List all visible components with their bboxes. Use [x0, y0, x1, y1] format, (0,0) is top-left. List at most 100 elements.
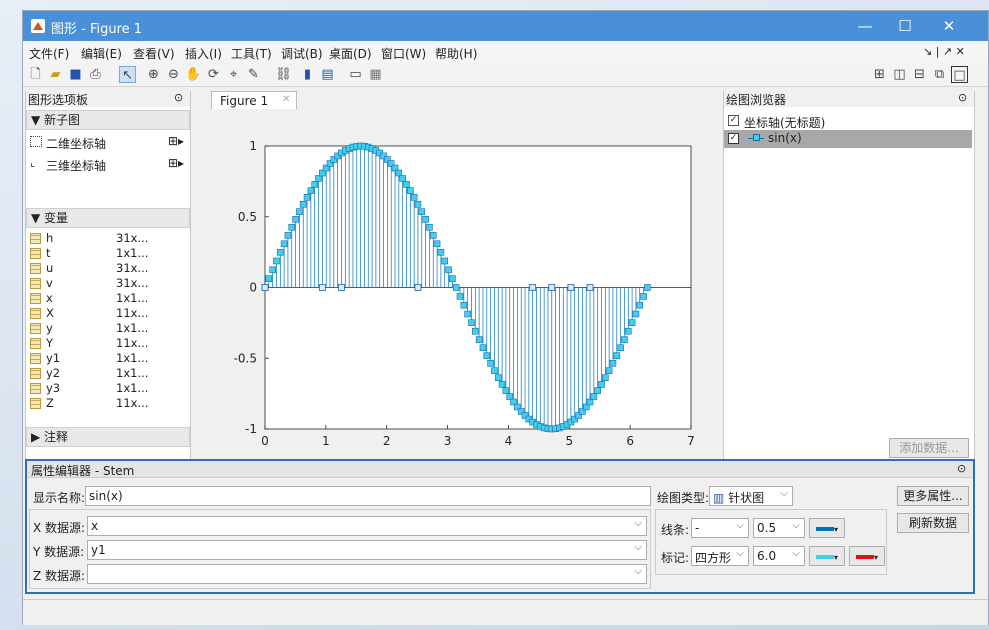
- marker-size-select[interactable]: 6.0 ⌵: [753, 546, 805, 566]
- menu-view[interactable]: 查看(V): [133, 47, 175, 61]
- left-right-layout-icon[interactable]: ◫: [893, 67, 906, 82]
- new-subplot-section[interactable]: ▼ 新子图: [26, 110, 190, 130]
- stem-marker: [296, 208, 303, 215]
- variable-icon: [30, 248, 41, 259]
- new-figure-icon[interactable]: 🗋: [30, 67, 41, 82]
- variable-row[interactable]: y3 1x1...: [30, 381, 180, 395]
- maximize-button[interactable]: ☐: [898, 17, 912, 35]
- menu-file[interactable]: 文件(F): [29, 47, 70, 61]
- y-data-source-select[interactable]: y1 ⌵: [87, 540, 647, 560]
- checkbox-icon[interactable]: ✓: [728, 115, 739, 126]
- variable-icon: [30, 353, 41, 364]
- menu-desktop[interactable]: 桌面(D): [329, 47, 372, 61]
- variable-row[interactable]: t 1x1...: [30, 246, 180, 260]
- series-tree-item[interactable]: ✓ sin(x): [724, 130, 972, 148]
- axes-2d-item[interactable]: 二维坐标轴 ⊞▸: [30, 134, 185, 152]
- checkbox-icon[interactable]: ✓: [728, 133, 739, 144]
- variable-row[interactable]: x 1x1...: [30, 291, 180, 305]
- variables-section[interactable]: ▼ 变量: [26, 208, 190, 228]
- show-tools-icon[interactable]: ▦: [369, 67, 382, 82]
- stem-marker: [602, 374, 609, 381]
- save-icon[interactable]: ■: [69, 67, 82, 82]
- link-icon[interactable]: ⛓: [275, 67, 292, 82]
- top-bottom-layout-icon[interactable]: ⊟: [914, 67, 925, 82]
- zero-marker: [414, 284, 422, 291]
- menu-window[interactable]: 窗口(W): [381, 47, 427, 61]
- variable-row[interactable]: u 31x...: [30, 261, 180, 275]
- stem-marker: [498, 381, 506, 388]
- dock-controls[interactable]: ↘ | ↗ ✕: [923, 45, 965, 58]
- variable-row[interactable]: y1 1x1...: [30, 351, 180, 365]
- axes-tree-item[interactable]: ✓ 坐标轴(无标题): [728, 115, 826, 130]
- brush-icon[interactable]: ✎: [248, 67, 259, 82]
- y-tick-label: 1: [249, 139, 257, 153]
- variable-row[interactable]: Z 11x...: [30, 396, 180, 410]
- line-style-select[interactable]: - ⌵: [691, 518, 749, 538]
- add-data-button[interactable]: 添加数据...: [889, 438, 969, 458]
- palette-title: 图形选项板: [28, 93, 89, 107]
- annotations-section[interactable]: ▶ 注释: [26, 427, 190, 447]
- z-data-source-select[interactable]: ⌵: [87, 564, 647, 584]
- marker-edge-color-button[interactable]: ▾: [849, 546, 885, 566]
- tab-close-icon[interactable]: ✕: [282, 94, 291, 105]
- colorbar-icon[interactable]: ▮: [303, 67, 312, 82]
- x-data-source-select[interactable]: x ⌵: [87, 516, 647, 536]
- variable-row[interactable]: y 1x1...: [30, 321, 180, 335]
- zoom-in-icon[interactable]: ⊕: [148, 67, 159, 82]
- marker-face-color-button[interactable]: ▾: [809, 546, 845, 566]
- variable-row[interactable]: y2 1x1...: [30, 366, 180, 380]
- zoom-out-icon[interactable]: ⊖: [168, 67, 179, 82]
- refresh-data-button[interactable]: 刷新数据: [897, 513, 969, 533]
- plot-type-select[interactable]: ▥ 针状图 ⌵: [709, 486, 793, 506]
- menu-tools[interactable]: 工具(T): [231, 47, 272, 61]
- hide-tools-icon[interactable]: ▭: [349, 67, 362, 82]
- stem-chart[interactable]: 0 1 2 3 4 5 6 7 1 0.5 0 -0.5 -1: [195, 109, 721, 461]
- print-icon[interactable]: ⎙: [90, 67, 101, 82]
- zero-marker: [338, 284, 345, 291]
- float-layout-icon[interactable]: ⧉: [934, 67, 945, 82]
- zero-marker: [529, 284, 537, 291]
- stem-marker: [391, 164, 399, 172]
- maximize-layout-icon[interactable]: □: [951, 66, 968, 83]
- stem-marker: [510, 398, 517, 406]
- data-cursor-icon[interactable]: ⌖: [229, 67, 238, 82]
- rotate-icon[interactable]: ⟳: [208, 67, 219, 82]
- panel-menu-icon[interactable]: ⊙: [174, 91, 184, 104]
- title-bar: 图形 - Figure 1 — ☐ ✕: [23, 11, 988, 41]
- stem-marker: [605, 367, 613, 374]
- toolbar: 🗋 ▰ ■ ⎙ ↖ ⊕ ⊖ ✋ ⟳ ⌖ ✎ ⛓ ▮ ▤ ▭ ▦ ⊞ ◫ ⊟ ⧉ …: [23, 63, 988, 87]
- display-name-field[interactable]: sin(x): [85, 486, 651, 506]
- legend-icon[interactable]: ▤: [321, 67, 334, 82]
- more-properties-button[interactable]: 更多属性...: [897, 486, 969, 506]
- grid-layout-icon[interactable]: ⊞▸: [168, 156, 185, 170]
- tile-layout-icon[interactable]: ⊞: [874, 67, 885, 82]
- tab-figure-1[interactable]: Figure 1 ✕: [211, 91, 297, 109]
- grid-layout-icon[interactable]: ⊞▸: [168, 134, 185, 148]
- open-file-icon[interactable]: ▰: [50, 67, 61, 82]
- line-width-select[interactable]: 0.5 ⌵: [753, 518, 805, 538]
- stem-marker: [628, 319, 636, 326]
- line-color-button[interactable]: ▾: [809, 518, 845, 538]
- stem-marker: [410, 194, 418, 201]
- menu-insert[interactable]: 插入(I): [185, 47, 222, 61]
- stem-marker: [315, 175, 322, 182]
- variable-row[interactable]: Y 11x...: [30, 336, 180, 350]
- axes-3d-item[interactable]: ⌞ 三维坐标轴 ⊞▸: [30, 156, 185, 173]
- variable-icon: [30, 323, 41, 334]
- panel-menu-icon[interactable]: ⊙: [957, 462, 967, 475]
- menu-help[interactable]: 帮助(H): [435, 47, 478, 61]
- variable-row[interactable]: h 31x...: [30, 231, 180, 245]
- stem-marker: [586, 398, 594, 406]
- variable-row[interactable]: v 31x...: [30, 276, 180, 290]
- menu-debug[interactable]: 调试(B): [281, 47, 323, 61]
- menu-edit[interactable]: 编辑(E): [81, 47, 122, 61]
- stem-marker: [280, 240, 288, 248]
- pointer-icon[interactable]: ↖: [119, 66, 136, 83]
- stem-marker: [632, 310, 640, 318]
- marker-shape-select[interactable]: 四方形 ⌵: [691, 546, 749, 566]
- minimize-button[interactable]: —: [857, 17, 873, 35]
- variable-row[interactable]: X 11x...: [30, 306, 180, 320]
- pan-icon[interactable]: ✋: [185, 67, 202, 82]
- panel-menu-icon[interactable]: ⊙: [958, 91, 968, 104]
- close-button[interactable]: ✕: [942, 17, 956, 35]
